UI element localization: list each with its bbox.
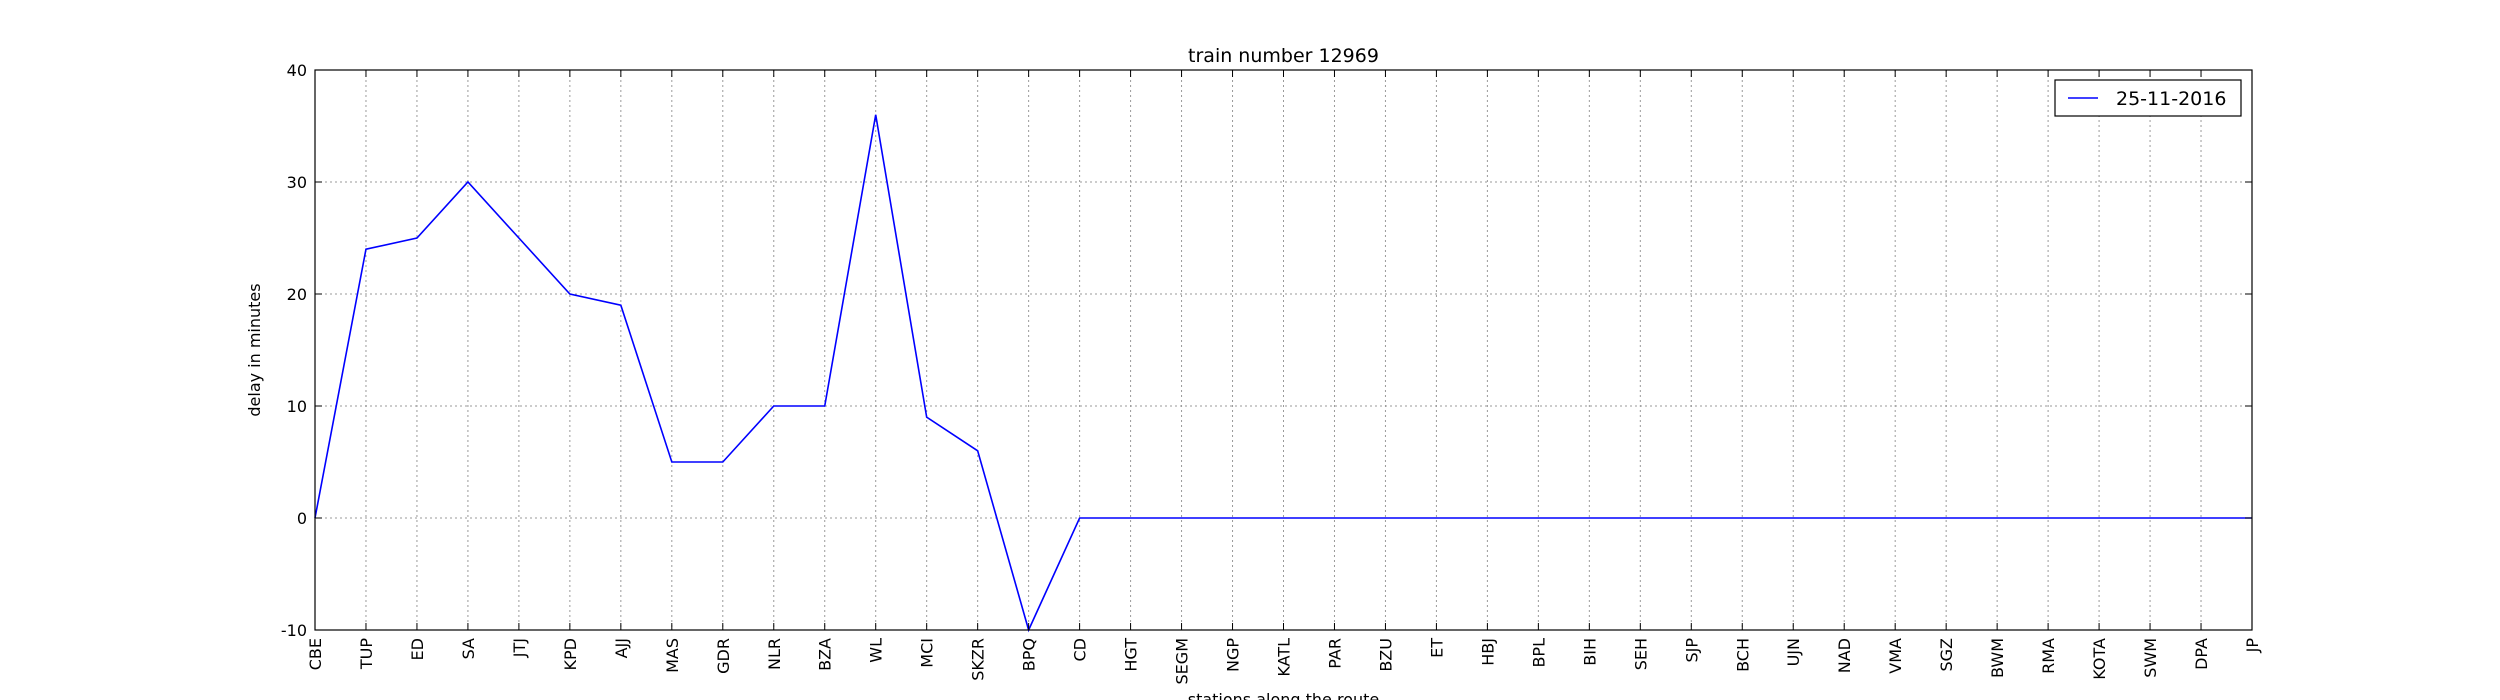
x-tick-label: MAS (663, 638, 682, 673)
x-tick-label: JTJ (510, 638, 529, 658)
x-tick-label: BPQ (1020, 638, 1039, 671)
x-tick-label: NAD (1835, 638, 1854, 673)
x-axis-label: stations along the route (1188, 690, 1380, 700)
x-tick-label: TUP (357, 638, 376, 670)
x-tick-label: BZA (816, 638, 835, 671)
tick-layer: CBE TUP ED SA JTJ KPD AJJ MAS GDR NLR BZA WL MCI SKZR… (281, 61, 2262, 684)
x-tick-label: BZU (1376, 638, 1395, 672)
x-tick-label: RMA (2039, 638, 2058, 674)
x-tick-label: JP (2243, 638, 2262, 654)
x-tick-label: GDR (714, 638, 733, 674)
x-tick-label: SKZR (969, 638, 988, 681)
y-tick-label: 40 (287, 61, 307, 80)
y-tick-label: 20 (287, 285, 307, 304)
legend: 25-11-2016 (2054, 79, 2242, 117)
y-tick-label: -10 (281, 621, 307, 640)
x-tick-label: BIH (1580, 638, 1599, 666)
x-tick-label: DPA (2192, 638, 2211, 670)
x-tick-label: SGZ (1937, 638, 1956, 672)
x-tick-label: SEH (1631, 638, 1650, 670)
legend-label: 25-11-2016 (2116, 88, 2226, 110)
y-tick-label: 10 (287, 397, 307, 416)
x-tick-label: SEGM (1173, 638, 1192, 684)
grid-layer (314, 69, 2253, 631)
x-tick-label: MCI (918, 638, 937, 668)
series-layer (314, 114, 2252, 633)
x-tick-label: ED (408, 638, 427, 660)
x-tick-label: PAR (1325, 638, 1344, 669)
x-tick-label: BCH (1733, 638, 1752, 672)
x-tick-label: NGP (1224, 638, 1243, 672)
series-line (314, 114, 2252, 633)
y-tick-label: 0 (297, 509, 307, 528)
x-tick-label: SA (459, 638, 478, 659)
x-tick-label: UJN (1784, 638, 1803, 666)
x-tick-label: CD (1071, 638, 1090, 662)
x-tick-label: KOTA (2090, 638, 2109, 680)
x-tick-label: ET (1427, 638, 1446, 658)
x-tick-label: KPD (561, 638, 580, 670)
x-tick-label: BPL (1529, 638, 1548, 668)
x-tick-label: WL (867, 638, 886, 663)
y-tick-label: 30 (287, 173, 307, 192)
x-tick-label: HBJ (1478, 638, 1497, 666)
x-tick-label: VMA (1886, 638, 1905, 674)
x-tick-label: KATL (1275, 638, 1294, 677)
x-tick-label: BWM (1988, 638, 2007, 678)
x-tick-label: NLR (765, 638, 784, 670)
x-tick-label: SWM (2141, 638, 2160, 678)
y-axis-label: delay in minutes (245, 283, 264, 416)
x-tick-label: AJJ (612, 638, 631, 658)
chart-title: train number 12969 (1188, 45, 1379, 67)
x-tick-label: SJP (1682, 638, 1701, 663)
x-tick-label: CBE (306, 638, 325, 670)
x-tick-label: HGT (1122, 638, 1141, 672)
